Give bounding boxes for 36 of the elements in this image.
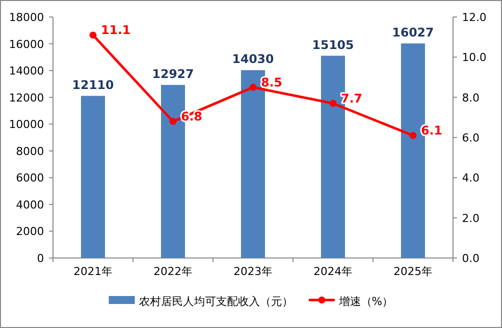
legend-label: 农村居民人均可支配收入（元）: [138, 295, 293, 308]
x-tick-label: 2023年: [234, 265, 272, 278]
point: [90, 32, 96, 39]
point: [330, 100, 336, 107]
x-tick-label: 2024年: [314, 265, 352, 278]
x-tick-label: 2022年: [154, 265, 192, 278]
y-tick-label: 10000: [9, 118, 44, 132]
y2-tick-label: 10.0: [462, 51, 486, 64]
y2-tick-label: 4.0: [462, 172, 480, 185]
point: [410, 132, 416, 139]
data-label: 16027: [392, 25, 434, 40]
data-label: 15105: [312, 38, 354, 52]
y-tick-label: 6000: [16, 172, 44, 185]
y2-tick-label: 8.0: [462, 91, 480, 104]
point: [250, 84, 256, 91]
y2-tick-label: 12.0: [462, 11, 486, 24]
y2-tick-label: 0.0: [462, 252, 480, 265]
y-tick-label: 8000: [16, 144, 44, 158]
y-tick-label: 0: [37, 252, 44, 265]
point: [170, 118, 176, 125]
bar: [81, 96, 105, 258]
y-tick-label: 16000: [9, 38, 44, 51]
legend-label: 增速（%）: [338, 295, 394, 308]
y-tick-label: 2000: [16, 225, 44, 238]
y-tick-label: 14000: [9, 64, 44, 78]
data-label: 14030: [232, 52, 274, 66]
y2-tick-label: 2.0: [462, 212, 480, 225]
data-label: 11.1: [101, 23, 131, 38]
x-tick-label: 2021年: [74, 265, 112, 278]
y-tick-label: 4000: [16, 198, 44, 212]
y-tick-label: 18000: [9, 11, 44, 24]
data-label: 12110: [72, 78, 114, 92]
y2-tick-label: 6.0: [462, 132, 480, 144]
data-label: 12927: [152, 66, 194, 81]
y-tick-label: 12000: [9, 91, 44, 104]
x-tick-label: 2025年: [394, 265, 432, 278]
